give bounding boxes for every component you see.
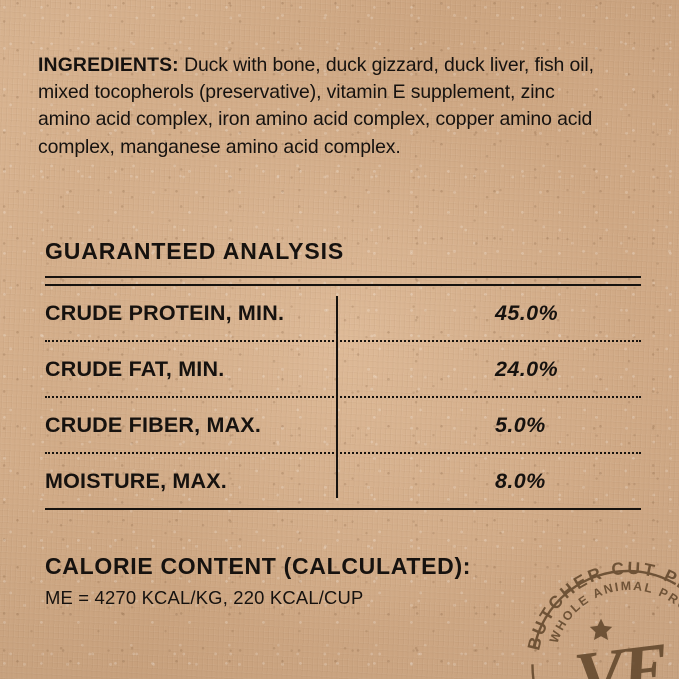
analysis-row-value: 45.0% [495, 300, 558, 325]
table-row: MOISTURE, MAX. 8.0% [45, 452, 641, 508]
guaranteed-analysis-section: GUARANTEED ANALYSIS CRUDE PROTEIN, MIN. … [45, 238, 641, 510]
analysis-bottom-rule [45, 508, 641, 510]
stamp-monogram: VE [570, 628, 672, 679]
ingredients-block: INGREDIENTS: Duck with bone, duck gizzar… [38, 52, 598, 161]
guaranteed-analysis-title: GUARANTEED ANALYSIS [45, 238, 345, 264]
table-row: CRUDE FAT, MIN. 24.0% [45, 340, 641, 396]
guaranteed-analysis-table: CRUDE PROTEIN, MIN. 45.0% CRUDE FAT, MIN… [45, 286, 641, 508]
calorie-content-detail: ME = 4270 KCAL/KG, 220 KCAL/CUP [45, 587, 364, 608]
analysis-row-label: CRUDE PROTEIN, MIN. [45, 300, 285, 325]
analysis-column-divider [336, 296, 338, 498]
calorie-content-heading: CALORIE CONTENT (CALCULATED): [45, 553, 472, 579]
table-row: CRUDE PROTEIN, MIN. 45.0% [45, 286, 641, 340]
analysis-row-value: 24.0% [495, 356, 558, 381]
analysis-row-label: CRUDE FIBER, MAX. [45, 412, 262, 437]
table-row: CRUDE FIBER, MAX. 5.0% [45, 396, 641, 452]
calorie-content-block: CALORIE CONTENT (CALCULATED): ME = 4270 … [45, 553, 565, 609]
ingredients-heading: INGREDIENTS: [38, 54, 179, 76]
brand-stamp-icon: BUTCHER CUT PROTEIN WHOLE ANIMAL PROTEIN… [520, 556, 679, 679]
analysis-row-value: 5.0% [495, 412, 546, 437]
ingredients-paragraph: INGREDIENTS: Duck with bone, duck gizzar… [38, 52, 598, 161]
analysis-row-label: MOISTURE, MAX. [45, 468, 227, 493]
analysis-row-label: CRUDE FAT, MIN. [45, 356, 225, 381]
analysis-top-double-rule [45, 276, 641, 286]
analysis-row-value: 8.0% [495, 468, 546, 493]
